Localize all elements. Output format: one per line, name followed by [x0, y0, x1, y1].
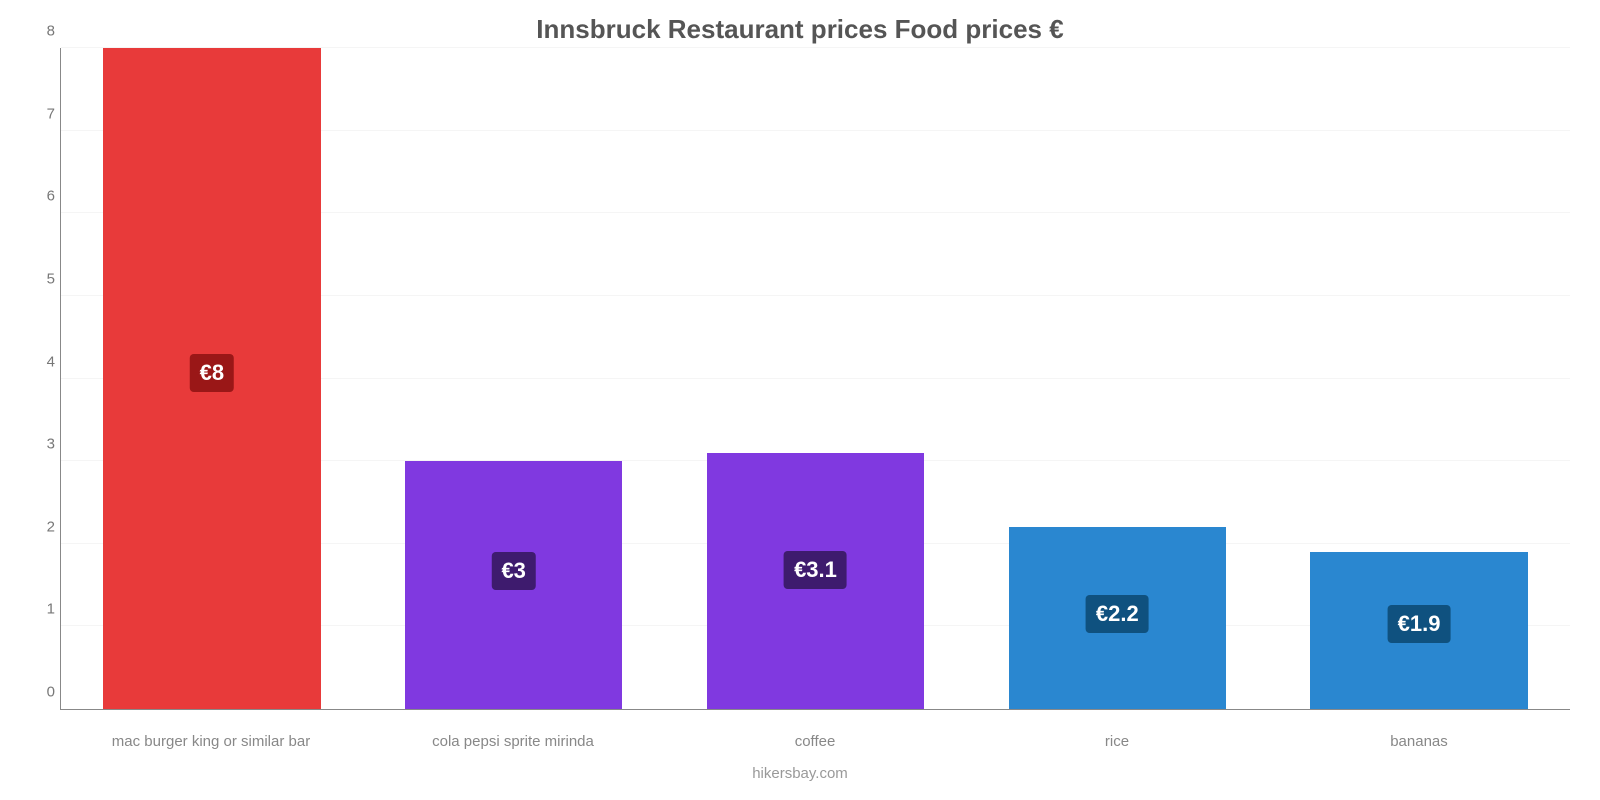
- bar-slot: €8: [61, 48, 363, 709]
- chart-container: Innsbruck Restaurant prices Food prices …: [0, 0, 1600, 800]
- y-tick-label: 0: [31, 684, 55, 701]
- bar: €2.2: [1009, 527, 1226, 709]
- x-axis-label: coffee: [664, 733, 966, 750]
- chart-title: Innsbruck Restaurant prices Food prices …: [0, 0, 1600, 45]
- value-badge: €2.2: [1086, 595, 1149, 633]
- y-tick-label: 6: [31, 188, 55, 205]
- bar: €8: [103, 48, 320, 709]
- bar: €3: [405, 461, 622, 709]
- x-axis-label: bananas: [1268, 733, 1570, 750]
- bars-row: €8 €3 €3.1 €2.2 €1.9: [61, 48, 1570, 709]
- x-axis-labels: mac burger king or similar barcola pepsi…: [60, 733, 1570, 750]
- value-badge: €3: [491, 552, 535, 590]
- value-badge: €1.9: [1388, 605, 1451, 643]
- bar-slot: €1.9: [1268, 48, 1570, 709]
- bar-slot: €3: [363, 48, 665, 709]
- plot-area: 012345678 €8€3€3.1€2.2€1.9: [60, 48, 1570, 710]
- source-label: hikersbay.com: [0, 765, 1600, 782]
- bar: €3.1: [707, 453, 924, 709]
- y-tick-label: 2: [31, 518, 55, 535]
- value-badge: €8: [190, 354, 234, 392]
- x-axis-label: cola pepsi sprite mirinda: [362, 733, 664, 750]
- y-tick-label: 8: [31, 23, 55, 40]
- bar-slot: €3.1: [665, 48, 967, 709]
- x-axis-label: mac burger king or similar bar: [60, 733, 362, 750]
- y-tick-label: 3: [31, 436, 55, 453]
- value-badge: €3.1: [784, 551, 847, 589]
- y-tick-label: 5: [31, 270, 55, 287]
- y-tick-label: 1: [31, 601, 55, 618]
- x-axis-label: rice: [966, 733, 1268, 750]
- y-tick-label: 7: [31, 105, 55, 122]
- bar-slot: €2.2: [966, 48, 1268, 709]
- y-tick-label: 4: [31, 353, 55, 370]
- bar: €1.9: [1310, 552, 1527, 709]
